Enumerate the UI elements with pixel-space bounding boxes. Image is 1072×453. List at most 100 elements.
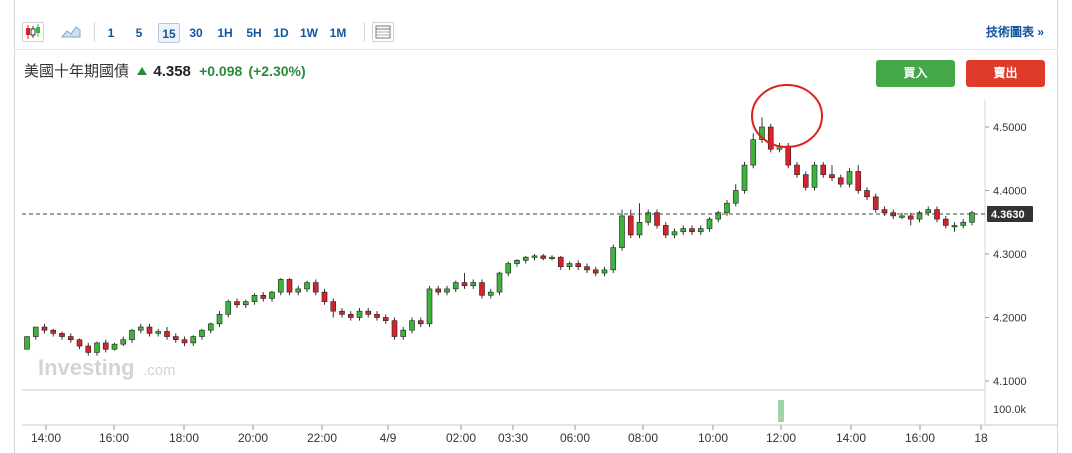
candle-body[interactable] <box>636 221 643 236</box>
candle-body[interactable] <box>872 196 879 210</box>
candle-body[interactable] <box>487 291 494 296</box>
candle-body[interactable] <box>190 336 197 344</box>
candle-body[interactable] <box>855 171 862 191</box>
candle-body[interactable] <box>435 288 442 293</box>
candle-body[interactable] <box>627 215 634 236</box>
candle-body[interactable] <box>785 145 792 166</box>
candle-body[interactable] <box>802 174 809 188</box>
candle-body[interactable] <box>514 260 520 264</box>
candle-body[interactable] <box>312 282 319 293</box>
candle-body[interactable] <box>94 342 100 353</box>
candle-body[interactable] <box>374 314 380 318</box>
candle-body[interactable] <box>164 331 170 337</box>
candle-body[interactable] <box>181 339 188 344</box>
candle-body[interactable] <box>32 326 39 337</box>
candle-body[interactable] <box>76 339 83 347</box>
candle-body[interactable] <box>724 202 730 214</box>
candle-body[interactable] <box>750 139 757 166</box>
candle-body[interactable] <box>767 126 774 150</box>
candle-body[interactable] <box>426 288 433 325</box>
candle-body[interactable] <box>697 228 704 233</box>
candle-body[interactable] <box>522 256 529 261</box>
candle-body[interactable] <box>794 164 800 175</box>
candle-body[interactable] <box>461 282 468 287</box>
candle-body[interactable] <box>942 218 949 226</box>
candle-body[interactable] <box>566 263 573 267</box>
candle-body[interactable] <box>260 294 267 299</box>
interval-button-1M[interactable]: 1M <box>329 26 347 40</box>
candle-body[interactable] <box>50 329 57 334</box>
candle-body[interactable] <box>759 126 765 140</box>
candle-body[interactable] <box>706 218 713 229</box>
candle-body[interactable] <box>916 212 923 220</box>
candle-body[interactable] <box>925 209 932 214</box>
candle-body[interactable] <box>24 336 30 350</box>
candle-body[interactable] <box>356 310 363 318</box>
candle-body[interactable] <box>811 164 818 188</box>
candle-body[interactable] <box>592 269 599 274</box>
candle-body[interactable] <box>951 225 958 228</box>
candle-body[interactable] <box>111 343 118 350</box>
candle-body[interactable] <box>417 320 424 325</box>
candle-body[interactable] <box>321 291 328 302</box>
candle-body[interactable] <box>496 272 503 293</box>
candle-body[interactable] <box>120 339 127 345</box>
candle-body[interactable] <box>505 263 512 274</box>
candle-body[interactable] <box>207 323 214 331</box>
candle-body[interactable] <box>837 177 844 185</box>
candle-body[interactable] <box>409 320 415 331</box>
candle-body[interactable] <box>295 288 302 293</box>
candle-body[interactable] <box>41 326 48 331</box>
candle-body[interactable] <box>899 215 905 218</box>
interval-button-5[interactable]: 5 <box>135 26 143 40</box>
candle-body[interactable] <box>619 215 625 248</box>
candle-body[interactable] <box>277 279 284 293</box>
candle-body[interactable] <box>199 329 205 337</box>
interval-button-5H[interactable]: 5H <box>246 26 262 40</box>
candle-body[interactable] <box>820 164 827 175</box>
interval-button-30[interactable]: 30 <box>189 26 203 40</box>
candle-body[interactable] <box>907 215 914 220</box>
candle-body[interactable] <box>479 282 485 296</box>
candle-body[interactable] <box>339 310 345 315</box>
candle-body[interactable] <box>689 228 695 233</box>
candle-body[interactable] <box>242 301 249 306</box>
candle-body[interactable] <box>67 336 74 341</box>
candle-body[interactable] <box>557 256 564 267</box>
candle-body[interactable] <box>444 288 450 293</box>
interval-button-1W[interactable]: 1W <box>300 26 318 40</box>
candle-body[interactable] <box>864 190 870 198</box>
candle-body[interactable] <box>575 263 582 267</box>
candle-body[interactable] <box>391 320 398 337</box>
candle-body[interactable] <box>732 190 739 204</box>
candle-body[interactable] <box>662 225 669 236</box>
candle-body[interactable] <box>234 301 240 306</box>
candle-body[interactable] <box>645 212 652 223</box>
candle-body[interactable] <box>216 314 223 325</box>
candle-body[interactable] <box>960 221 967 226</box>
interval-button-1H[interactable]: 1H <box>217 26 233 40</box>
candle-body[interactable] <box>155 331 162 334</box>
candle-body[interactable] <box>584 266 590 271</box>
candle-body[interactable] <box>172 336 179 341</box>
table-view-icon[interactable] <box>372 22 394 42</box>
interval-button-1D[interactable]: 1D <box>273 26 289 40</box>
candle-body[interactable] <box>610 247 617 271</box>
candle-body[interactable] <box>129 329 135 341</box>
candle-body[interactable] <box>671 231 678 236</box>
candle-body[interactable] <box>59 333 65 337</box>
candle-body[interactable] <box>470 282 477 287</box>
candle-body[interactable] <box>829 174 835 179</box>
candle-body[interactable] <box>549 256 555 259</box>
candle-body[interactable] <box>846 171 853 185</box>
candle-body[interactable] <box>741 164 748 191</box>
candlestick-chart-icon[interactable] <box>22 22 44 42</box>
candle-body[interactable] <box>225 301 232 315</box>
candle-body[interactable] <box>304 282 310 290</box>
sell-button[interactable]: 賣出 <box>966 60 1045 87</box>
candle-body[interactable] <box>365 310 372 315</box>
candle-body[interactable] <box>540 255 547 259</box>
candle-body[interactable] <box>347 314 354 318</box>
interval-button-15[interactable]: 15 <box>158 23 180 43</box>
